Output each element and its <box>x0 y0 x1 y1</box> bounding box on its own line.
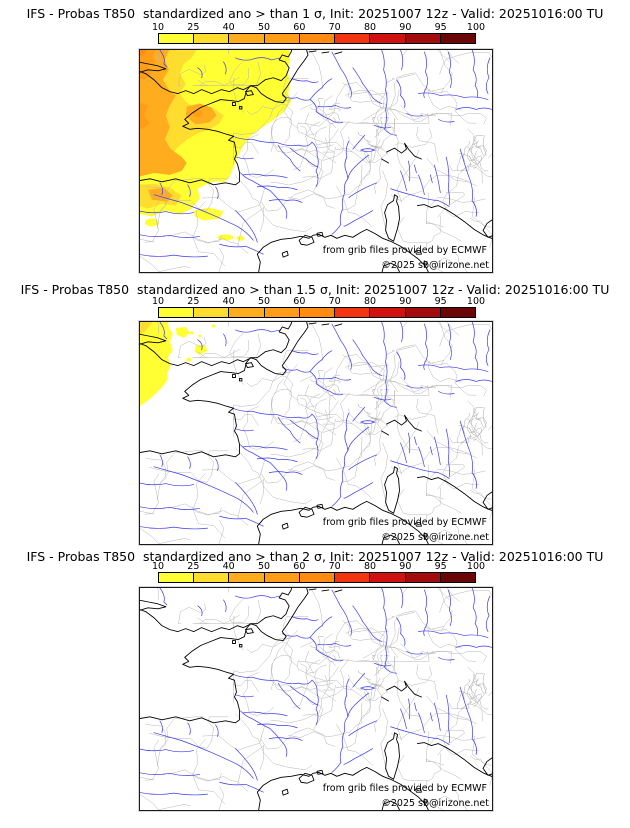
colorbar-segment <box>369 308 405 317</box>
panel-3-map: from grib files provided by ECMWF ©2025 … <box>139 587 493 811</box>
panel-2-colorbar-ticks: 10 25 40 50 60 70 80 90 95 100 <box>152 296 485 308</box>
colorbar-tick-label: 80 <box>363 22 377 33</box>
colorbar-tick-label: 80 <box>363 561 377 572</box>
probability-shaded-area <box>140 50 157 80</box>
colorbar-tick-label: 80 <box>363 296 377 307</box>
copyright-text: ©2025 sb@irizone.net <box>381 532 489 543</box>
colorbar-tick-label: 70 <box>328 22 341 33</box>
colorbar-segment <box>159 573 194 582</box>
panel-1-title: IFS - Probas T850 standardized ano > tha… <box>26 6 604 21</box>
colorbar-tick-label: 60 <box>293 296 306 307</box>
colorbar-segment <box>193 308 229 317</box>
colorbar-tick-label: 90 <box>399 22 412 33</box>
colorbar-tick-label: 70 <box>328 561 341 572</box>
colorbar-tick-label: 95 <box>434 296 447 307</box>
colorbar-tick-label: 90 <box>399 561 412 572</box>
colorbar-tick-label: 50 <box>257 561 271 572</box>
colorbar-segment <box>263 573 299 582</box>
panel-2-map: from grib files provided by ECMWF ©2025 … <box>139 321 493 545</box>
probability-shaded-area <box>140 50 147 57</box>
colorbar-tick-label: 10 <box>151 296 165 307</box>
colorbar-segment <box>193 573 229 582</box>
colorbar-segment <box>228 308 264 317</box>
colorbar-segment <box>404 573 440 582</box>
colorbar-tick-label: 25 <box>187 22 200 33</box>
colorbar-segment <box>159 34 194 43</box>
colorbar-tick-label: 60 <box>293 22 306 33</box>
probability-shaded-area <box>140 322 153 335</box>
attribution-text: from grib files provided by ECMWF <box>322 783 487 794</box>
probability-shaded-area <box>192 109 203 117</box>
copyright-text: ©2025 sb@irizone.net <box>381 260 489 271</box>
colorbar-segment <box>228 34 264 43</box>
colorbar-segment <box>404 34 440 43</box>
colorbar-segment <box>404 308 440 317</box>
colorbar-segment <box>298 308 335 317</box>
colorbar-segment <box>334 573 370 582</box>
probability-shaded-area <box>198 334 202 338</box>
probability-shaded-area <box>186 357 192 362</box>
colorbar-tick-label: 100 <box>466 22 486 33</box>
colorbar-tick-label: 25 <box>187 561 200 572</box>
copyright-text: ©2025 sb@irizone.net <box>381 798 489 809</box>
colorbar-segment <box>369 34 405 43</box>
colorbar-segment <box>298 34 335 43</box>
colorbar-segment <box>263 308 299 317</box>
panel-1-colorbar-ticks: 10 25 40 50 60 70 80 90 95 100 <box>152 22 485 34</box>
colorbar-segment <box>334 308 370 317</box>
probability-shaded-area <box>140 322 173 406</box>
colorbar-tick-label: 40 <box>222 296 235 307</box>
colorbar-tick-label: 50 <box>257 22 271 33</box>
colorbar-tick-label: 100 <box>466 561 486 572</box>
colorbar-tick-label: 70 <box>328 296 341 307</box>
panel-3-colorbar <box>158 572 476 583</box>
colorbar-segment <box>263 34 299 43</box>
panel-3-colorbar-ticks: 10 25 40 50 60 70 80 90 95 100 <box>152 561 485 573</box>
panel-1-colorbar <box>158 33 476 44</box>
colorbar-segment <box>298 573 335 582</box>
colorbar-segment <box>228 573 264 582</box>
probability-shaded-area <box>211 324 216 328</box>
colorbar-tick-label: 10 <box>151 561 165 572</box>
probability-shaded-area <box>144 218 159 227</box>
colorbar-tick-label: 95 <box>434 22 447 33</box>
probability-shaded-area <box>236 235 245 241</box>
probability-shaded-area <box>140 102 150 130</box>
colorbar-tick-label: 40 <box>222 561 235 572</box>
colorbar-tick-label: 95 <box>434 561 447 572</box>
colorbar-segment <box>439 573 475 582</box>
colorbar-segment <box>159 308 194 317</box>
colorbar-segment <box>193 34 229 43</box>
colorbar-tick-label: 25 <box>187 296 200 307</box>
colorbar-tick-label: 50 <box>257 296 271 307</box>
attribution-text: from grib files provided by ECMWF <box>322 245 487 256</box>
panel-2-colorbar <box>158 307 476 318</box>
probability-shaded-area <box>175 326 190 338</box>
colorbar-segment <box>439 34 475 43</box>
colorbar-segment <box>369 573 405 582</box>
panel-1-map: from grib files provided by ECMWF ©2025 … <box>139 49 493 273</box>
colorbar-tick-label: 60 <box>293 561 306 572</box>
probability-shaded-area <box>140 50 187 177</box>
attribution-text: from grib files provided by ECMWF <box>322 517 487 528</box>
probability-shaded-area <box>193 207 224 221</box>
panel-3-title: IFS - Probas T850 standardized ano > tha… <box>26 549 604 564</box>
probability-shaded-area <box>189 331 194 335</box>
probability-overlay-layer <box>140 322 216 406</box>
colorbar-tick-label: 90 <box>399 296 412 307</box>
colorbar-tick-label: 100 <box>466 296 486 307</box>
colorbar-tick-label: 10 <box>151 22 165 33</box>
colorbar-tick-label: 40 <box>222 22 235 33</box>
colorbar-segment <box>439 308 475 317</box>
panel-2-title: IFS - Probas T850 standardized ano > tha… <box>20 282 610 297</box>
probability-overlay-layer <box>140 50 292 241</box>
colorbar-segment <box>334 34 370 43</box>
